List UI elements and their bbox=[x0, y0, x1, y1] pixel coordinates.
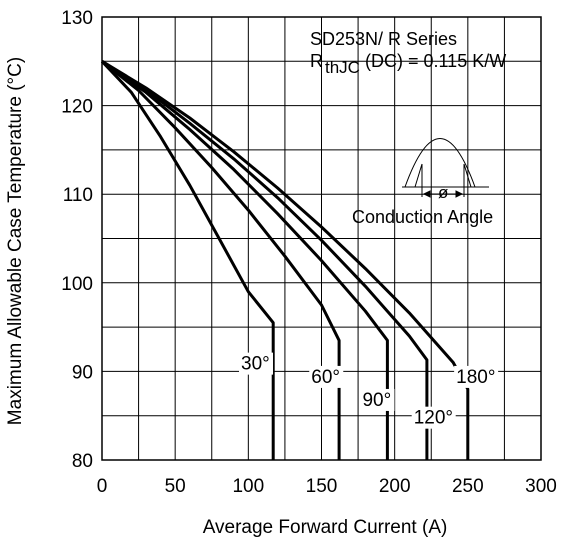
series-label-bg bbox=[411, 406, 456, 429]
y-tick-label: 130 bbox=[61, 8, 93, 29]
series-line bbox=[101, 60, 429, 460]
x-tick-label: 0 bbox=[97, 476, 108, 497]
series-line bbox=[100, 60, 275, 460]
series-line bbox=[101, 60, 389, 460]
y-tick-label: 100 bbox=[61, 274, 93, 295]
x-tick-label: 250 bbox=[452, 476, 484, 497]
conduction-angle-label: Conduction Angle bbox=[352, 207, 493, 227]
y-tick-label: 90 bbox=[72, 362, 93, 383]
y-tick-label: 80 bbox=[72, 451, 93, 472]
series-label-bg bbox=[454, 365, 499, 388]
rth-value: (DC) = 0.115 K/W bbox=[365, 51, 506, 71]
x-tick-label: 50 bbox=[165, 476, 186, 497]
series-label: 90° bbox=[362, 390, 391, 411]
x-tick-labels: 0 50 100 150 200 250 300 bbox=[97, 476, 557, 497]
x-tick-label: 100 bbox=[232, 476, 264, 497]
series-label: 180° bbox=[456, 367, 495, 388]
series-label-bg bbox=[360, 388, 395, 411]
series-labels: 30° 60° 90° 120°180° bbox=[239, 352, 499, 429]
series-label: 30° bbox=[241, 354, 270, 375]
x-axis-label: Average Forward Current (A) bbox=[203, 517, 448, 538]
series-label-bg bbox=[239, 352, 274, 375]
x-tick-label: 200 bbox=[379, 476, 411, 497]
rth-subscript: thJC bbox=[325, 58, 360, 77]
y-tick-labels: 80 90 100 110 120 130 bbox=[61, 8, 93, 472]
series-title-annotation: SD253N/ R Series bbox=[310, 29, 457, 49]
series-label: 120° bbox=[414, 408, 453, 429]
conduction-angle-diagram bbox=[402, 138, 489, 198]
phi-symbol: ø bbox=[438, 183, 448, 202]
y-tick-label: 110 bbox=[63, 185, 93, 206]
plot-frame bbox=[101, 16, 542, 461]
y-axis-label: Maximum Allowable Case Temperature (°C) bbox=[5, 57, 26, 425]
y-tick-label: 120 bbox=[61, 97, 93, 118]
series-label: 60° bbox=[311, 367, 340, 388]
rth-symbol: R bbox=[310, 51, 323, 71]
x-tick-label: 300 bbox=[525, 476, 557, 497]
series-label-bg bbox=[309, 365, 344, 388]
series-line bbox=[101, 60, 341, 460]
x-tick-label: 150 bbox=[306, 476, 338, 497]
